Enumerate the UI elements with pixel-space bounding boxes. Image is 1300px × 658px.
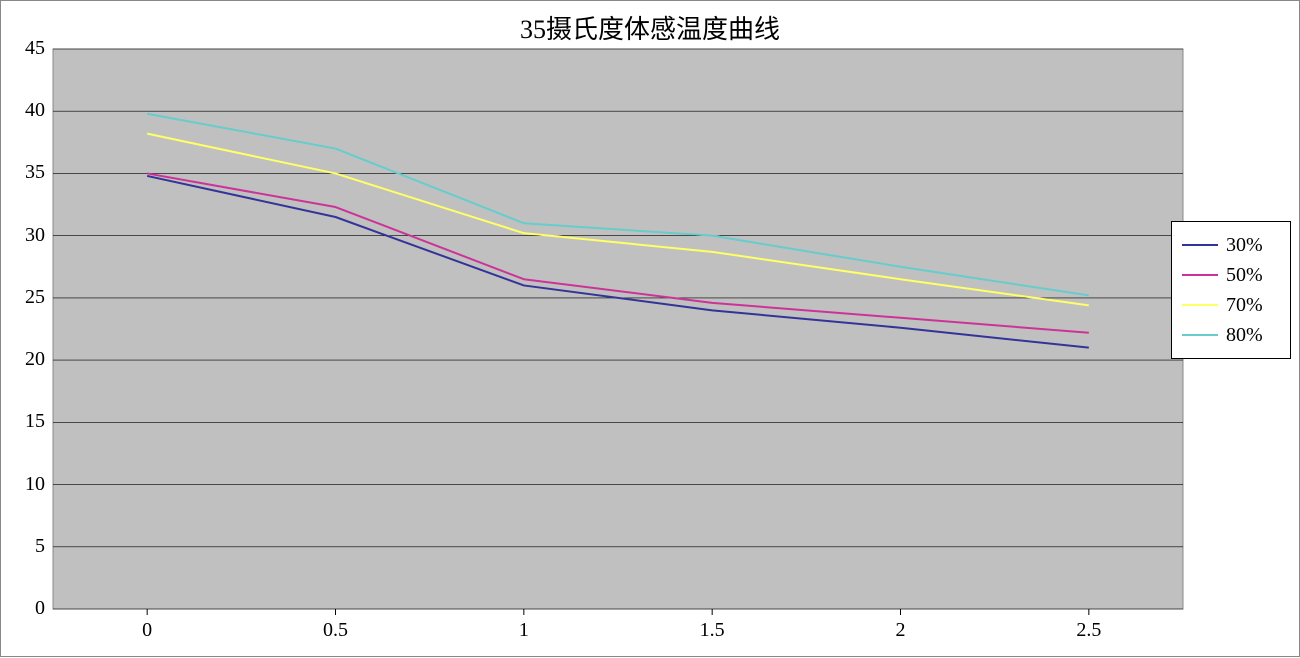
legend-label: 80% (1226, 324, 1263, 347)
legend-swatch (1182, 334, 1218, 336)
legend-item: 30% (1182, 230, 1280, 260)
legend-item: 50% (1182, 260, 1280, 290)
y-tick-label: 15 (25, 410, 45, 433)
x-tick-label: 1 (504, 619, 544, 642)
y-tick-label: 30 (25, 224, 45, 247)
x-tick-label: 1.5 (692, 619, 732, 642)
legend-swatch (1182, 304, 1218, 306)
y-tick-label: 5 (35, 535, 45, 558)
y-tick-label: 40 (25, 99, 45, 122)
y-tick-label: 0 (35, 597, 45, 620)
y-tick-label: 10 (25, 473, 45, 496)
x-tick-label: 2 (881, 619, 921, 642)
x-tick-label: 0.5 (316, 619, 356, 642)
legend-item: 80% (1182, 320, 1280, 350)
legend-swatch (1182, 244, 1218, 246)
y-tick-label: 20 (25, 348, 45, 371)
legend-label: 70% (1226, 294, 1263, 317)
x-tick-label: 0 (127, 619, 167, 642)
legend-label: 30% (1226, 234, 1263, 257)
y-tick-label: 35 (25, 161, 45, 184)
legend-label: 50% (1226, 264, 1263, 287)
y-tick-label: 25 (25, 286, 45, 309)
chart-legend: 30% 50% 70% 80% (1171, 221, 1291, 359)
y-tick-label: 45 (25, 37, 45, 60)
x-tick-label: 2.5 (1069, 619, 1109, 642)
chart-plot (1, 1, 1300, 658)
legend-swatch (1182, 274, 1218, 276)
chart-container: 35摄氏度体感温度曲线 30%50%70%80% 051015202530354… (0, 0, 1300, 657)
legend-item: 70% (1182, 290, 1280, 320)
